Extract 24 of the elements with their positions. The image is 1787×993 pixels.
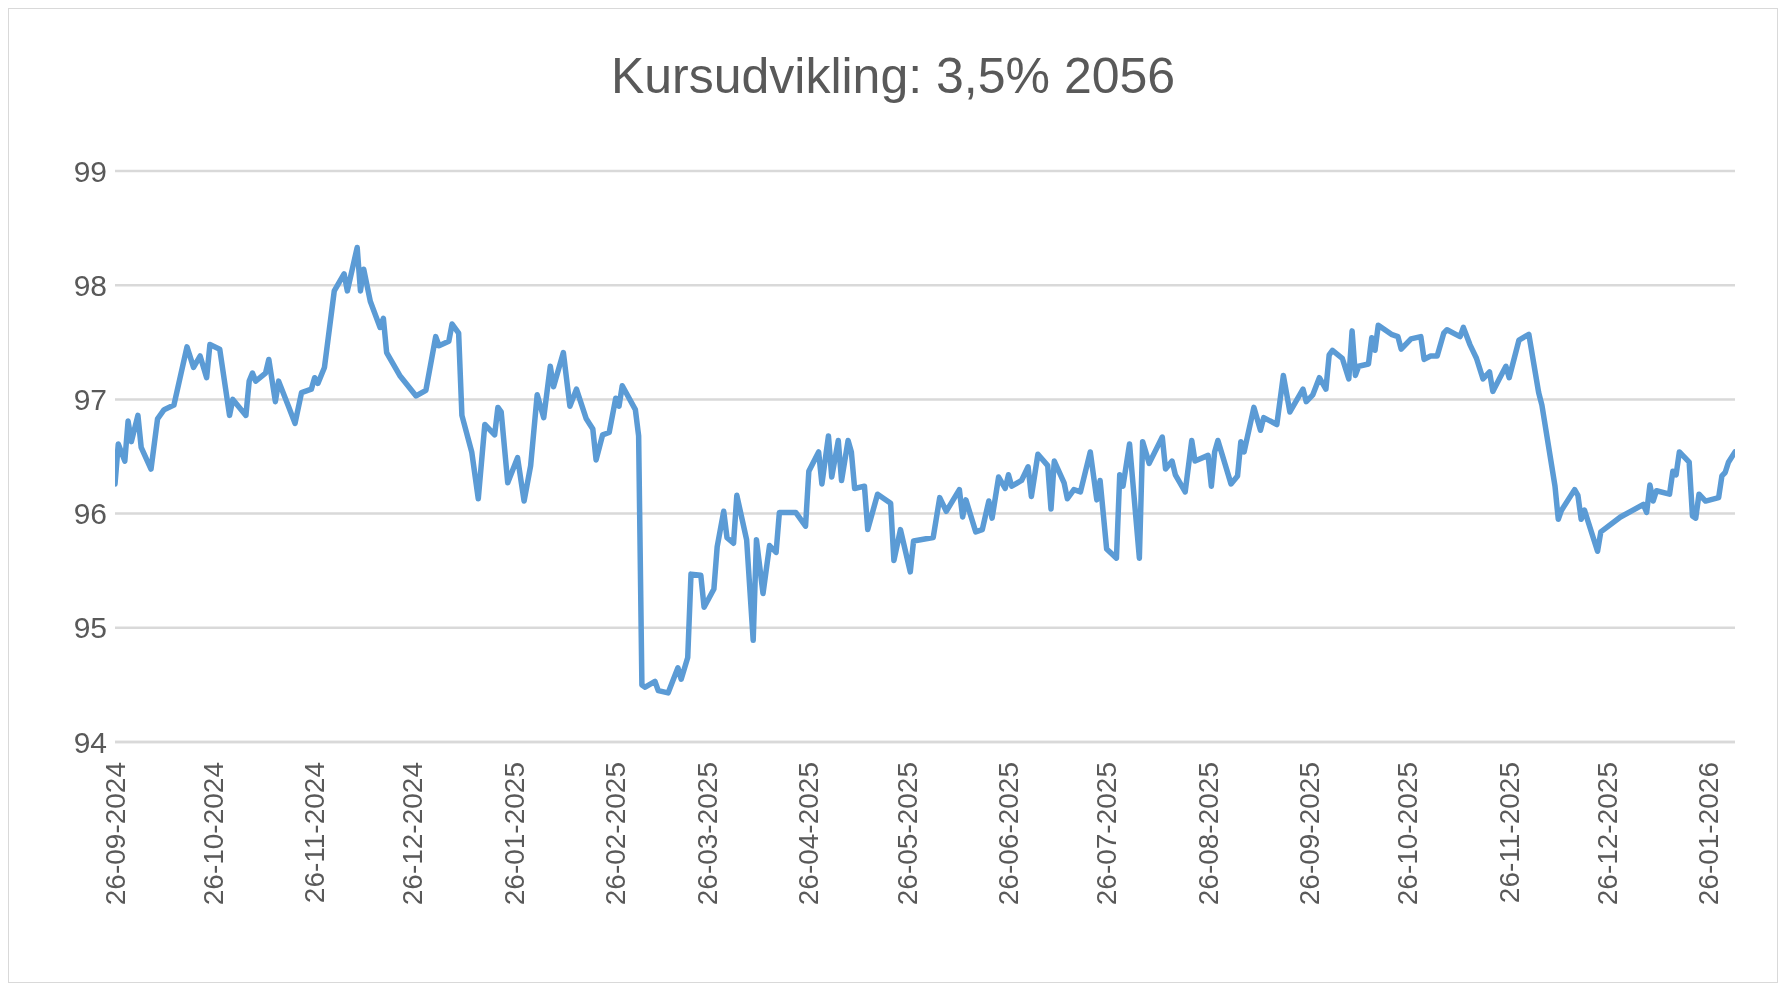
x-tick-label: 26-04-2025: [793, 762, 825, 906]
y-tick-label: 98: [73, 268, 107, 302]
x-tick-label: 26-10-2025: [1392, 762, 1424, 906]
y-tick-label: 94: [73, 725, 107, 759]
x-tick-label: 26-11-2024: [299, 762, 331, 904]
x-tick-label: 26-03-2025: [691, 762, 723, 906]
y-tick-label: 95: [73, 611, 107, 645]
chart-title: Kursudvikling: 3,5% 2056: [609, 47, 1177, 105]
x-tick-label: 26-02-2025: [600, 762, 632, 906]
y-tick-label: 99: [73, 154, 107, 188]
x-tick-label: 26-01-2026: [1693, 762, 1725, 906]
x-tick-label: 26-01-2025: [498, 762, 530, 906]
y-tick-label: 97: [73, 383, 107, 417]
y-tick-label: 96: [73, 497, 107, 531]
x-tick-label: 26-07-2025: [1091, 762, 1123, 906]
x-tick-label: 26-12-2024: [397, 762, 429, 906]
x-tick-label: 26-12-2025: [1591, 762, 1623, 906]
x-tick-label: 26-09-2024: [99, 762, 131, 906]
x-tick-label: 26-09-2025: [1294, 762, 1326, 906]
x-tick-label: 26-08-2025: [1192, 762, 1224, 906]
x-tick-label: 26-06-2025: [992, 762, 1024, 906]
x-tick-label: 26-10-2024: [197, 762, 229, 906]
x-tick-label: 26-05-2025: [891, 762, 923, 906]
x-tick-label: 26-11-2025: [1493, 762, 1525, 904]
